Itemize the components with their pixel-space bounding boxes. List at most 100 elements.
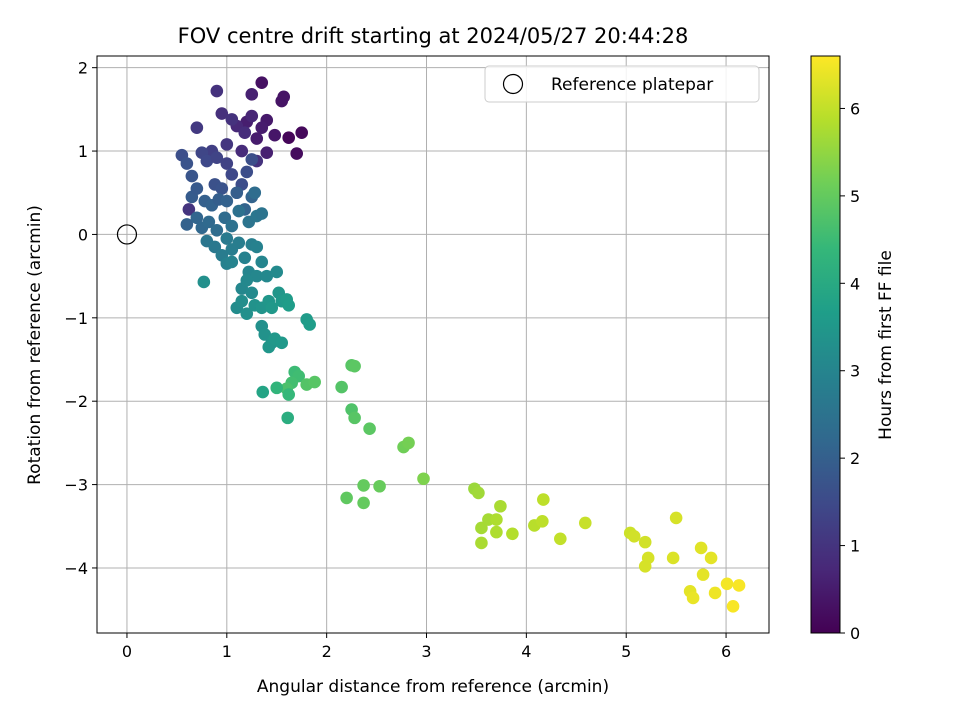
- data-point: [255, 255, 269, 269]
- data-point: [270, 265, 284, 279]
- data-point: [290, 147, 304, 160]
- data-point: [281, 411, 295, 425]
- colorbar-tick-label: 2: [850, 449, 860, 468]
- data-point: [578, 516, 592, 530]
- data-point: [180, 157, 194, 170]
- data-point: [275, 94, 289, 108]
- data-point: [220, 138, 234, 151]
- data-point: [256, 385, 270, 399]
- data-point: [275, 336, 289, 350]
- x-tick-label: 1: [222, 642, 232, 661]
- data-point: [554, 532, 567, 546]
- colorbar-tick-label: 0: [850, 624, 860, 643]
- colorbar-tick-label: 6: [850, 99, 860, 118]
- data-point: [238, 251, 252, 265]
- data-point: [373, 479, 386, 493]
- colorbar-tick-label: 4: [850, 274, 860, 293]
- plot-frame: [96, 55, 770, 634]
- data-point: [210, 84, 224, 98]
- data-point: [308, 375, 321, 389]
- data-point: [666, 551, 680, 565]
- colorbar-gradient: [810, 55, 841, 634]
- data-point: [182, 203, 196, 216]
- data-point: [245, 88, 259, 101]
- data-point: [265, 301, 279, 315]
- x-tick-label: 5: [621, 642, 631, 661]
- data-point: [180, 218, 194, 231]
- data-point: [220, 232, 234, 245]
- legend: Reference platepar: [484, 65, 760, 103]
- data-point: [638, 535, 652, 549]
- data-point: [200, 154, 214, 168]
- x-tick-label: 0: [122, 642, 132, 661]
- data-point: [250, 240, 264, 254]
- data-point: [202, 215, 216, 229]
- data-point: [232, 204, 246, 218]
- data-point: [232, 236, 246, 250]
- data-point: [225, 255, 239, 269]
- y-axis-label: Rotation from reference (arcmin): [25, 205, 45, 485]
- data-point: [704, 551, 718, 565]
- data-point: [720, 577, 734, 591]
- data-point: [402, 436, 415, 450]
- data-point: [472, 486, 485, 500]
- legend-box: [484, 65, 760, 103]
- data-point: [215, 107, 229, 120]
- data-point: [335, 380, 348, 394]
- data-point: [268, 128, 282, 142]
- data-point: [225, 219, 239, 233]
- data-point: [417, 472, 430, 486]
- data-point: [282, 131, 296, 145]
- data-point: [240, 273, 254, 287]
- data-point: [210, 151, 224, 165]
- x-tick-label: 4: [521, 642, 531, 661]
- colorbar-label: Hours from first FF file: [876, 250, 896, 440]
- data-point: [475, 521, 488, 535]
- data-point: [641, 551, 655, 565]
- data-point: [218, 211, 232, 225]
- data-point: [506, 527, 519, 541]
- data-point: [708, 586, 722, 600]
- data-point: [210, 223, 224, 237]
- reference-platepar-marker: [116, 224, 138, 245]
- chart-title: FOV centre drift starting at 2024/05/27 …: [178, 24, 689, 48]
- data-point: [475, 536, 488, 550]
- y-tick-label: −1: [64, 309, 88, 328]
- data-point: [732, 579, 746, 592]
- y-tick-label: −2: [64, 392, 88, 411]
- data-point: [696, 568, 710, 581]
- x-axis-label: Angular distance from reference (arcmin): [257, 677, 609, 697]
- data-point: [185, 169, 199, 183]
- data-point: [238, 126, 252, 140]
- data-point: [490, 513, 503, 526]
- colorbar-tick-label: 1: [850, 537, 860, 556]
- data-point: [303, 318, 316, 331]
- y-tick-label: 2: [78, 59, 88, 78]
- data-point: [537, 493, 550, 506]
- data-point: [250, 132, 264, 145]
- colorbar-tick-label: 3: [850, 362, 860, 381]
- data-point: [348, 359, 361, 373]
- legend-marker: [502, 73, 524, 95]
- data-point: [357, 479, 370, 492]
- y-axis: −4 −3 −2 −1 0 1 2: [64, 59, 97, 578]
- data-point: [245, 109, 259, 123]
- data-point: [248, 186, 262, 200]
- data-points: [116, 76, 746, 613]
- legend-label: Reference platepar: [551, 75, 713, 95]
- y-tick-label: −4: [64, 559, 88, 578]
- colorbar: 0 1 2 3 4 5 6 Hours from first FF file: [810, 55, 896, 643]
- data-point: [363, 422, 376, 436]
- data-point: [255, 121, 269, 135]
- data-point: [270, 381, 284, 395]
- y-tick-label: −3: [64, 476, 88, 495]
- data-point: [225, 168, 239, 181]
- data-point: [245, 286, 259, 300]
- data-point: [225, 113, 239, 126]
- data-point: [726, 600, 740, 613]
- x-tick-label: 2: [322, 642, 332, 661]
- data-point: [348, 411, 361, 425]
- data-point: [694, 541, 708, 555]
- data-point: [190, 211, 204, 225]
